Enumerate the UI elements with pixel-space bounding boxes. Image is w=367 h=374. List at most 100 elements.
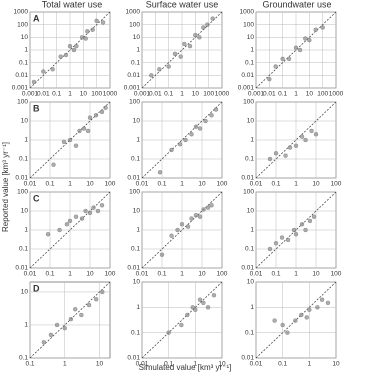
point [93, 113, 99, 118]
point [85, 128, 91, 134]
x-tick-label: 10 [96, 361, 104, 368]
y-tick-label: 0.1 [131, 59, 140, 66]
y-tick-label: 0.01 [15, 175, 28, 182]
point [73, 307, 78, 312]
point [57, 227, 62, 233]
point [175, 227, 180, 233]
y-tick-label: 10 [21, 118, 29, 125]
x-tick-label: 1 [68, 271, 72, 278]
panel-label: B [33, 103, 40, 113]
y-tick-label: 10 [247, 34, 255, 41]
x-tick-label: 1000 [103, 91, 118, 98]
x-tick-label: 10 [332, 361, 340, 368]
y-tick-label: 100 [17, 21, 28, 28]
point [267, 246, 273, 252]
point [293, 143, 299, 148]
x-tick-label: 1 [194, 361, 198, 368]
x-tick-label: 10 [312, 271, 320, 278]
point [85, 29, 90, 34]
x-tick-label: 10 [86, 271, 94, 278]
y-tick-label: 100 [243, 21, 254, 28]
point [325, 300, 331, 306]
x-tick-label: 100 [105, 271, 116, 278]
point [63, 52, 69, 58]
point [166, 64, 171, 69]
y-tick-label: 0.01 [127, 355, 140, 362]
y-tick-label: 0.1 [131, 246, 140, 253]
point [313, 27, 318, 32]
point [280, 322, 285, 328]
x-tick-label: 0.01 [37, 91, 50, 98]
point [279, 235, 285, 240]
x-tick-label: 1 [294, 271, 298, 278]
y-tick-label: 0.1 [131, 329, 140, 336]
point [81, 126, 87, 131]
y-tick-label: 10 [133, 208, 141, 215]
x-tick-label: 10 [198, 181, 206, 188]
point [100, 289, 105, 295]
point [45, 232, 51, 237]
point [95, 208, 101, 214]
y-tick-label: 1 [136, 304, 140, 311]
panel-label: D [33, 283, 40, 293]
one-to-one-line [141, 101, 223, 179]
y-tick-label: 1000 [240, 9, 255, 16]
one-to-one-line [255, 11, 337, 89]
point [299, 134, 305, 139]
y-tick-label: 0.01 [127, 175, 140, 182]
x-tick-label: 0.001 [248, 91, 265, 98]
x-tick-label: 0.001 [22, 91, 39, 98]
y-tick-label: 1 [24, 322, 28, 329]
x-axis-label: Simulated value [km³ yr⁻¹] [139, 363, 232, 372]
point [64, 222, 70, 227]
point [83, 36, 88, 41]
point [79, 216, 85, 221]
point [157, 170, 163, 175]
y-tick-label: 1 [136, 137, 140, 144]
y-tick-label: 0.001 [12, 85, 29, 92]
x-tick-label: 0.01 [250, 361, 263, 368]
point [320, 25, 325, 30]
one-to-one-line [29, 11, 111, 89]
panel-label: A [33, 13, 40, 23]
point [293, 318, 298, 323]
point [319, 297, 325, 302]
y-tick-label: 100 [129, 21, 140, 28]
y-tick-label: 100 [243, 99, 254, 106]
y-tick-label: 0.1 [245, 246, 254, 253]
x-tick-label: 100 [105, 181, 116, 188]
point [48, 332, 54, 338]
x-tick-label: 100 [331, 181, 342, 188]
point [87, 115, 93, 120]
point [315, 305, 320, 310]
point [68, 317, 74, 322]
point [182, 41, 187, 47]
point [287, 145, 293, 150]
y-tick-label: 0.001 [238, 85, 255, 92]
point [71, 47, 77, 53]
point [210, 16, 215, 21]
point [100, 20, 106, 25]
point [166, 330, 171, 335]
x-tick-label: 0.01 [24, 181, 37, 188]
point [293, 45, 299, 50]
point [178, 54, 183, 59]
x-tick-label: 1 [308, 361, 312, 368]
point [309, 128, 314, 134]
point [189, 132, 194, 137]
x-tick-label: 10 [306, 91, 314, 98]
y-tick-label: 1 [24, 47, 28, 54]
point [303, 227, 308, 233]
point [297, 47, 303, 53]
x-tick-label: 0.1 [157, 181, 166, 188]
y-tick-label: 1 [250, 227, 254, 234]
point [179, 322, 184, 328]
point [291, 227, 297, 233]
point [190, 305, 195, 310]
x-tick-label: 10 [198, 271, 206, 278]
x-tick-label: 100 [317, 91, 328, 98]
y-tick-label: 0.001 [124, 85, 141, 92]
y-tick-label: 1 [136, 47, 140, 54]
y-tick-label: 100 [129, 99, 140, 106]
x-tick-label: 0.1 [52, 91, 61, 98]
